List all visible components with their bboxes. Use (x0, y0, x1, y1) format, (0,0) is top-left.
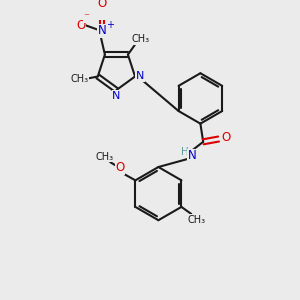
Text: CH₃: CH₃ (70, 74, 88, 84)
Text: O: O (76, 19, 85, 32)
Text: +: + (106, 20, 115, 30)
Text: H: H (181, 147, 188, 157)
Text: CH₃: CH₃ (95, 152, 114, 161)
Text: O: O (98, 0, 107, 10)
Text: ⁻: ⁻ (83, 13, 89, 22)
Text: O: O (115, 161, 124, 174)
Text: N: N (112, 91, 121, 100)
Text: CH₃: CH₃ (131, 34, 150, 44)
Text: O: O (221, 131, 230, 144)
Text: N: N (98, 24, 106, 37)
Text: CH₃: CH₃ (188, 214, 206, 224)
Text: N: N (136, 71, 144, 82)
Text: N: N (188, 149, 196, 162)
